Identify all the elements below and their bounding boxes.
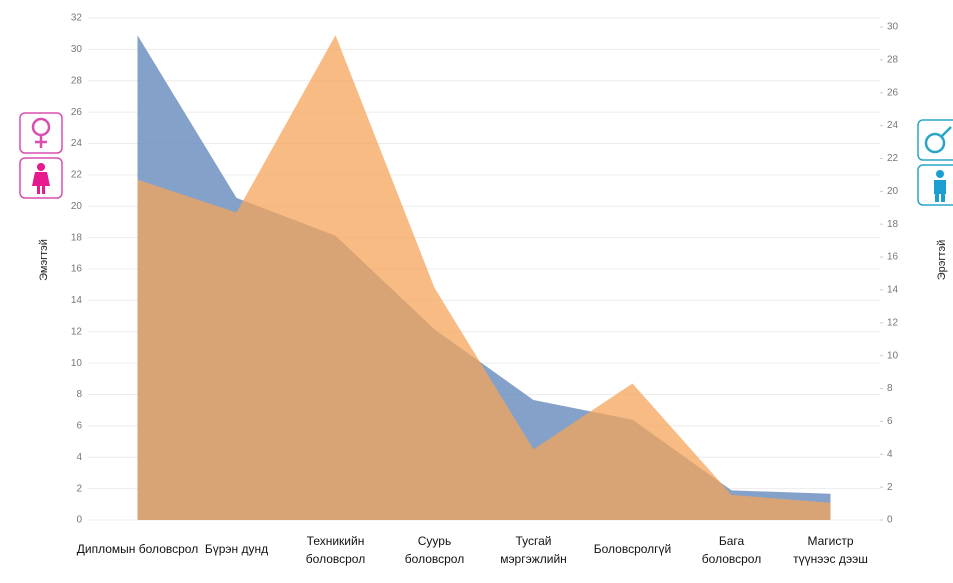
y2-tick-label: 2: [887, 482, 893, 493]
y-tick-label: 28: [71, 75, 83, 86]
x-tick-label: Бага боловсрол: [702, 534, 761, 566]
y-tick-label: 26: [71, 107, 83, 118]
y-tick-label: 24: [71, 138, 83, 149]
y2-tick-label: 26: [887, 87, 899, 98]
male-icons: [917, 119, 953, 206]
y2-tick-label: 22: [887, 153, 899, 164]
y-tick-label: 14: [71, 295, 83, 306]
x-tick-label: Дипломын боловсрол: [77, 542, 198, 556]
y-tick-label: 10: [71, 358, 83, 369]
y-tick-label: 20: [71, 201, 83, 212]
y2-tick-label: 30: [887, 22, 899, 33]
area: [137, 35, 831, 520]
x-tick-label: Магистр түүнээс дээш: [793, 534, 868, 566]
y2-tick-label: 24: [887, 120, 899, 131]
y2-tick-label: 14: [887, 285, 899, 296]
x-tick-label: Бүрэн дунд: [205, 542, 268, 556]
y2-tick-label: 0: [887, 515, 893, 526]
y2-tick-label: 6: [887, 416, 893, 427]
x-tick-label: Техникийн боловсрол: [306, 534, 365, 566]
y-tick-label: 22: [71, 170, 83, 181]
x-tick-label: Боловсролгүй: [594, 542, 672, 556]
y2-tick-label: 10: [887, 350, 899, 361]
y2-axis-label: Эрэгтэй: [936, 240, 948, 280]
y2-tick-label: 28: [887, 55, 899, 66]
y-tick-label: 12: [71, 326, 83, 337]
y-tick-label: 18: [71, 232, 83, 243]
x-tick-label: Суурь боловсрол: [405, 534, 464, 566]
y2-tick-label: 16: [887, 252, 899, 263]
y-tick-label: 16: [71, 264, 83, 275]
y2-tick-label: 18: [887, 219, 899, 230]
y-tick-label: 30: [71, 44, 83, 55]
y-axis-label: Эмэгтэй: [38, 239, 50, 281]
y-tick-label: 32: [71, 13, 83, 24]
y-tick-label: 0: [76, 515, 82, 526]
y2-tick-label: 4: [887, 449, 893, 460]
y-tick-label: 4: [76, 452, 82, 463]
y2-tick-label: 20: [887, 186, 899, 197]
y2-tick-label: 12: [887, 317, 899, 328]
y-tick-label: 6: [76, 421, 82, 432]
y-tick-label: 2: [76, 483, 82, 494]
x-tick-label: Тусгай мэргэжлийн: [500, 534, 567, 566]
female-icons: [19, 112, 63, 199]
y-tick-label: 8: [76, 389, 82, 400]
y2-tick-label: 8: [887, 383, 893, 394]
